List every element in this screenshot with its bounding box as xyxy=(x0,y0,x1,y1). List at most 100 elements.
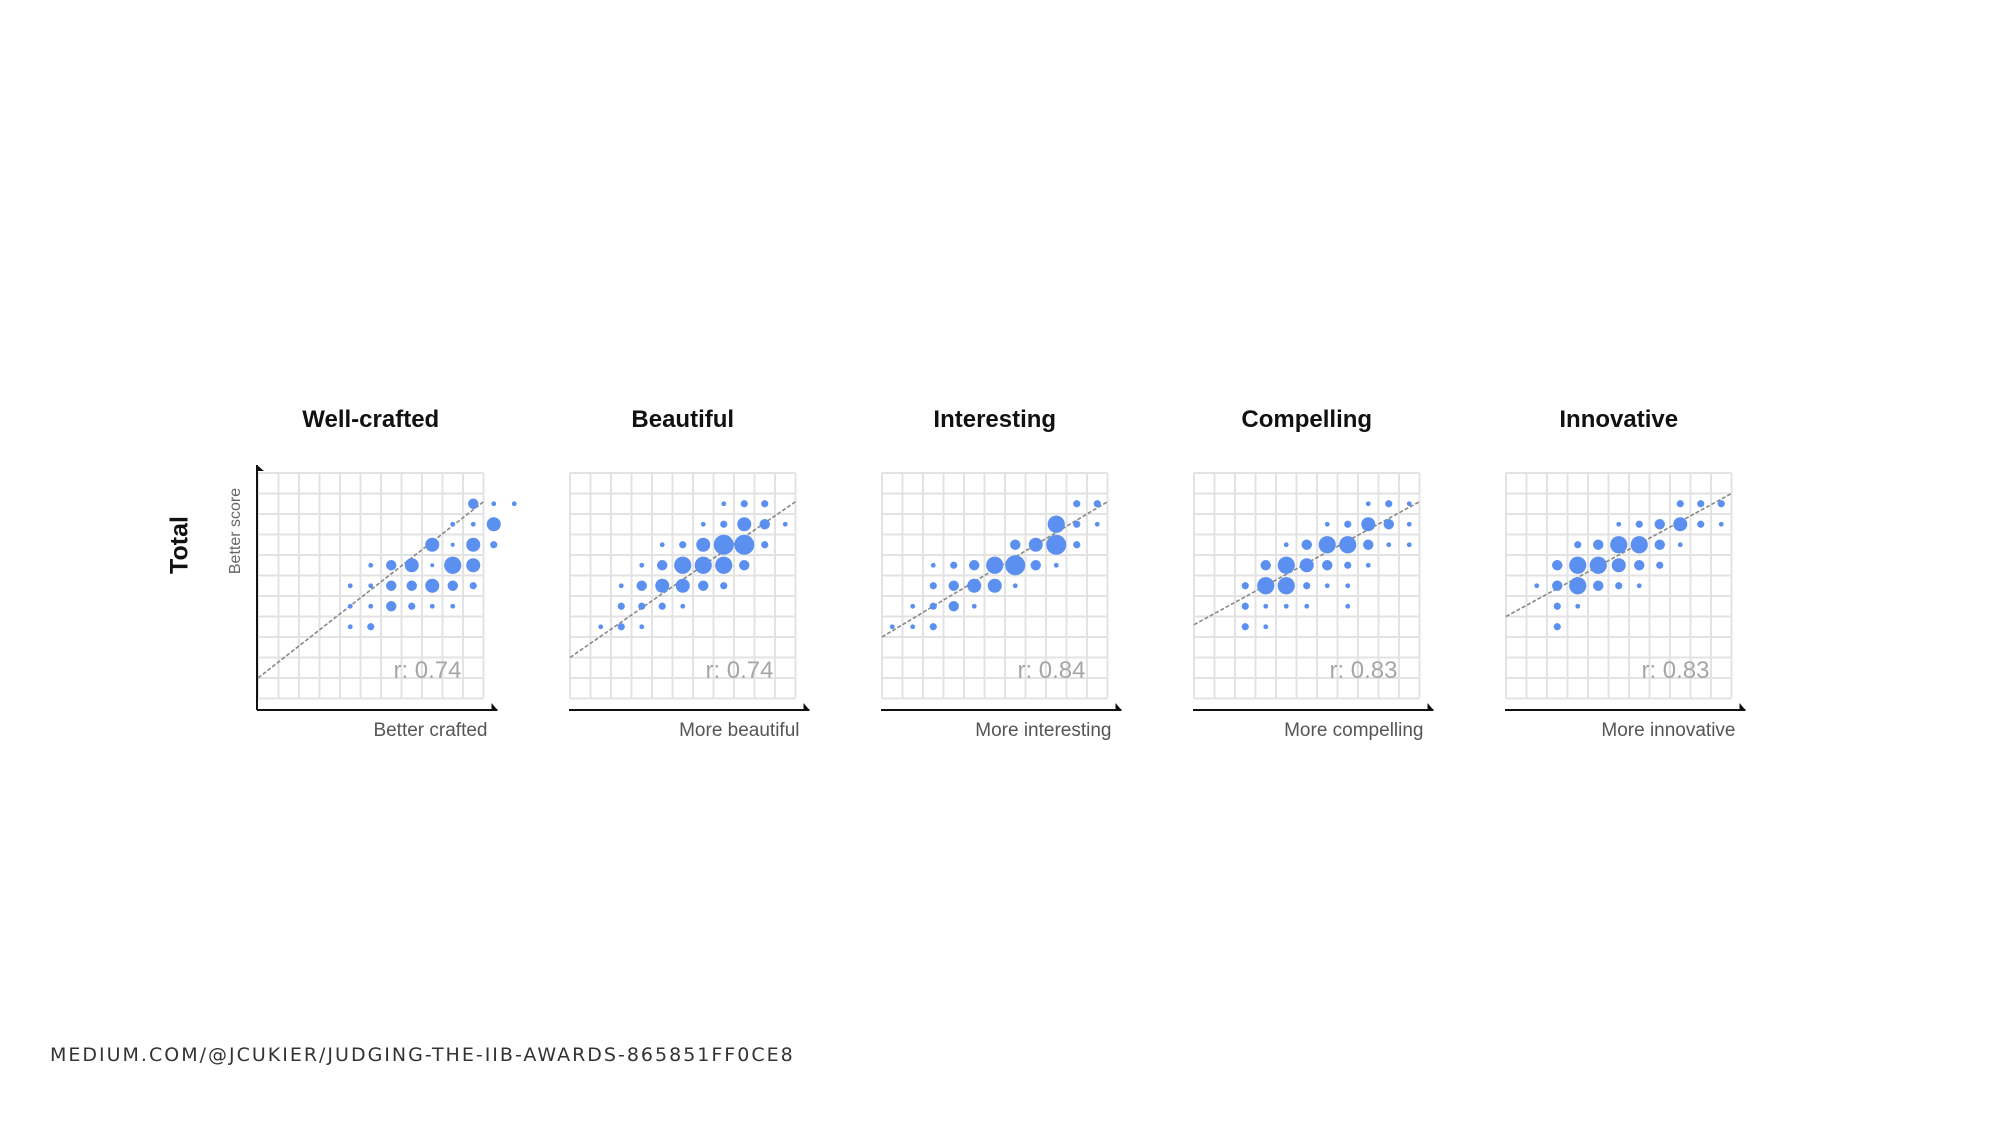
data-point xyxy=(1673,517,1688,532)
data-point xyxy=(447,580,458,591)
data-point xyxy=(1241,602,1249,610)
data-point xyxy=(1406,542,1412,548)
data-point xyxy=(1611,558,1626,573)
data-point xyxy=(404,558,419,573)
chart-well-crafted: Well-crafted r: 0.74 Better crafted Better … xyxy=(227,406,517,741)
data-point xyxy=(347,624,353,630)
data-point xyxy=(638,602,646,610)
data-point xyxy=(1630,536,1648,554)
data-point xyxy=(782,521,788,527)
data-point xyxy=(658,602,666,610)
data-point xyxy=(986,556,1004,574)
data-point xyxy=(680,603,686,609)
data-point xyxy=(406,580,417,591)
data-point xyxy=(386,560,397,571)
data-point xyxy=(425,537,440,552)
data-point xyxy=(1322,560,1333,571)
data-point xyxy=(1241,582,1249,590)
data-point xyxy=(1717,500,1725,508)
data-point xyxy=(1345,603,1351,609)
data-point xyxy=(1615,582,1623,590)
data-point xyxy=(466,537,481,552)
data-point xyxy=(679,541,687,549)
correlation-label: r: 0.83 xyxy=(1641,657,1709,684)
x-axis-arrow xyxy=(1427,703,1434,710)
data-point xyxy=(598,624,604,630)
chart-title: Interesting xyxy=(933,406,1056,433)
trend-line xyxy=(1505,492,1732,618)
data-point xyxy=(696,537,711,552)
data-point xyxy=(1654,519,1665,530)
data-point xyxy=(368,562,374,568)
data-point xyxy=(700,521,706,527)
data-point xyxy=(450,603,456,609)
data-point xyxy=(1073,520,1081,528)
data-point xyxy=(617,623,625,631)
chart-innovative: Innovative r: 0.83 More innovative xyxy=(1505,406,1746,741)
data-point xyxy=(367,623,375,631)
data-point xyxy=(1005,555,1026,576)
data-point xyxy=(468,498,479,509)
data-point xyxy=(408,602,416,610)
data-point xyxy=(618,583,624,589)
chart-beautiful: Beautiful r: 0.74 More beautiful xyxy=(569,406,810,741)
data-point xyxy=(1303,582,1311,590)
data-point xyxy=(347,603,353,609)
data-point xyxy=(1339,536,1357,554)
data-point xyxy=(910,624,916,630)
data-point xyxy=(929,602,937,610)
data-point xyxy=(466,558,481,573)
data-point xyxy=(444,556,462,574)
data-point xyxy=(1012,583,1018,589)
data-point xyxy=(950,561,958,569)
data-point xyxy=(1028,537,1043,552)
data-point xyxy=(491,501,497,507)
data-point xyxy=(1656,561,1664,569)
data-point xyxy=(1324,521,1330,527)
data-point xyxy=(368,583,374,589)
data-point xyxy=(1575,603,1581,609)
data-point xyxy=(636,580,647,591)
source-url: MEDIUM.COM/@JCUKIER/JUDGING-THE-IIB-AWAR… xyxy=(50,1044,795,1066)
data-point xyxy=(386,580,397,591)
x-axis-label: Better crafted xyxy=(373,720,487,741)
y-axis-arrow xyxy=(257,465,264,471)
correlation-label: r: 0.83 xyxy=(1329,657,1397,684)
data-point xyxy=(1593,539,1604,550)
data-point xyxy=(1635,520,1643,528)
data-point xyxy=(910,603,916,609)
chart-compelling: Compelling r: 0.83 More compelling xyxy=(1193,406,1434,741)
data-point xyxy=(721,501,727,507)
data-point xyxy=(1283,603,1289,609)
data-point xyxy=(1534,583,1540,589)
data-point xyxy=(639,624,645,630)
data-point xyxy=(659,542,665,548)
data-point xyxy=(889,624,895,630)
data-point xyxy=(1241,623,1249,631)
data-point xyxy=(1073,500,1081,508)
data-point xyxy=(1654,539,1665,550)
data-point xyxy=(1610,536,1628,554)
trend-line xyxy=(881,501,1108,638)
chart-title: Innovative xyxy=(1559,406,1678,433)
correlation-label: r: 0.74 xyxy=(705,657,773,684)
data-point xyxy=(759,519,770,530)
x-axis-arrow xyxy=(1739,703,1746,710)
data-point xyxy=(450,521,456,527)
trend-line xyxy=(569,501,796,659)
data-point xyxy=(1697,520,1705,528)
x-axis-arrow xyxy=(491,703,498,710)
data-point xyxy=(971,603,977,609)
data-point xyxy=(1094,521,1100,527)
data-point xyxy=(720,582,728,590)
chart-interesting: Interesting r: 0.84 More interesting xyxy=(881,406,1122,741)
data-point xyxy=(490,541,498,549)
x-axis-label: More beautiful xyxy=(679,720,799,741)
data-point xyxy=(987,578,1002,593)
data-point xyxy=(713,534,734,555)
correlation-label: r: 0.84 xyxy=(1017,657,1085,684)
data-point xyxy=(386,601,397,612)
data-point xyxy=(1363,539,1374,550)
data-point xyxy=(470,521,476,527)
